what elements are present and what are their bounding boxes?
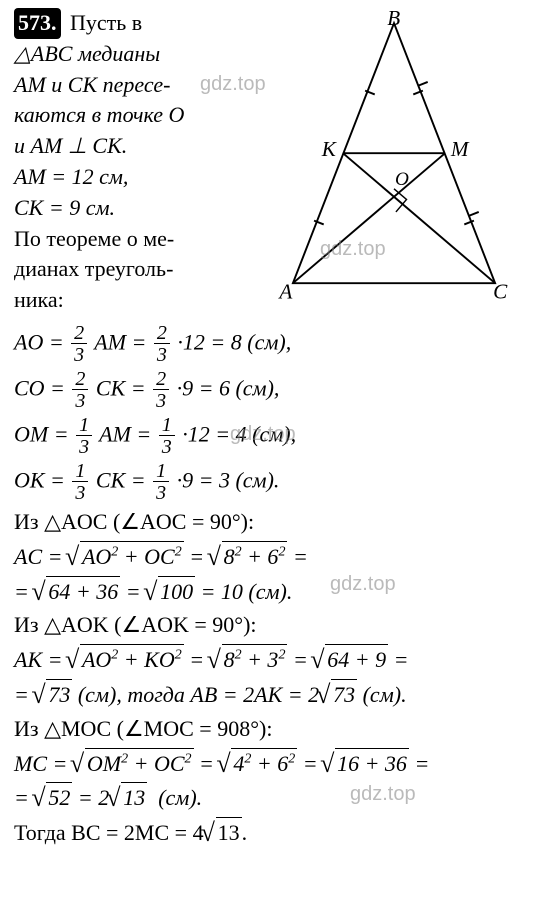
text-line: и AM ⊥ CK. [14,133,127,158]
lhs: CO = [14,376,65,401]
tri-moc-intro: Из △MOC (∠MOC = 908°): [14,714,534,745]
problem-content: 573. Пусть в △ABC медианы AM и CK пересе… [14,8,534,849]
calc-co: CO = 23 CK = 23 ·9 = 6 (см), [14,369,534,412]
tri-aoc-line2: = 64 + 36 = 100 = 10 (см). [14,576,534,608]
lhs: OK = [14,468,65,493]
text-line: дианах треуголь- [14,256,173,281]
result: ·9 = 3 (см). [177,468,280,493]
text-line: AM = 12 см, [14,164,128,189]
text-line: CK = 9 см. [14,195,115,220]
text-line: Пусть в [70,10,142,35]
calc-ok: OK = 13 CK = 13 ·9 = 3 (см). [14,461,534,504]
final-answer: Тогда BC = 2MC = 413. [14,817,534,849]
mid: AM = [94,330,146,355]
result: ·12 = 8 (см), [177,330,291,355]
mid: CK = [96,468,146,493]
text-line: △ABC медианы [14,41,160,66]
problem-number: 573. [14,8,61,39]
lhs: OM = [14,422,69,447]
text-line: AM и CK пересе- [14,72,170,97]
svg-text:B: B [387,8,400,30]
mid: AM = [99,422,151,447]
triangle-diagram: B A C K M O [264,8,524,308]
svg-text:O: O [395,169,409,190]
svg-text:C: C [493,280,508,304]
text-line: По теореме о ме- [14,226,174,251]
text-line: каются в точке O [14,102,184,127]
tri-aoc-line1: AC = AO2 + OC2 = 82 + 62 = [14,541,534,573]
svg-text:K: K [321,137,338,161]
mid: CK = [96,376,146,401]
svg-text:A: A [277,280,292,304]
calc-ao: AO = 23 AM = 23 ·12 = 8 (см), [14,323,534,366]
tri-aok-intro: Из △AOK (∠AOK = 90°): [14,610,534,641]
tri-aok-line2: = 73 (см), тогда AB = 2AK = 273 (см). [14,679,534,711]
result: ·9 = 6 (см), [177,376,280,401]
tri-moc-line2: = 52 = 213 (см). [14,782,534,814]
svg-text:M: M [450,137,470,161]
result: ·12 = 4 (см), [182,422,296,447]
problem-statement: 573. Пусть в △ABC медианы AM и CK пересе… [14,8,254,316]
tri-aok-line1: AK = AO2 + KO2 = 82 + 32 = 64 + 9 = [14,644,534,676]
tri-aoc-intro: Из △AOC (∠AOC = 90°): [14,507,534,538]
calc-om: OM = 13 AM = 13 ·12 = 4 (см), [14,415,534,458]
tri-moc-line1: MC = OM2 + OC2 = 42 + 62 = 16 + 36 = [14,748,534,780]
lhs: AO = [14,330,64,355]
text-line: ника: [14,287,64,312]
